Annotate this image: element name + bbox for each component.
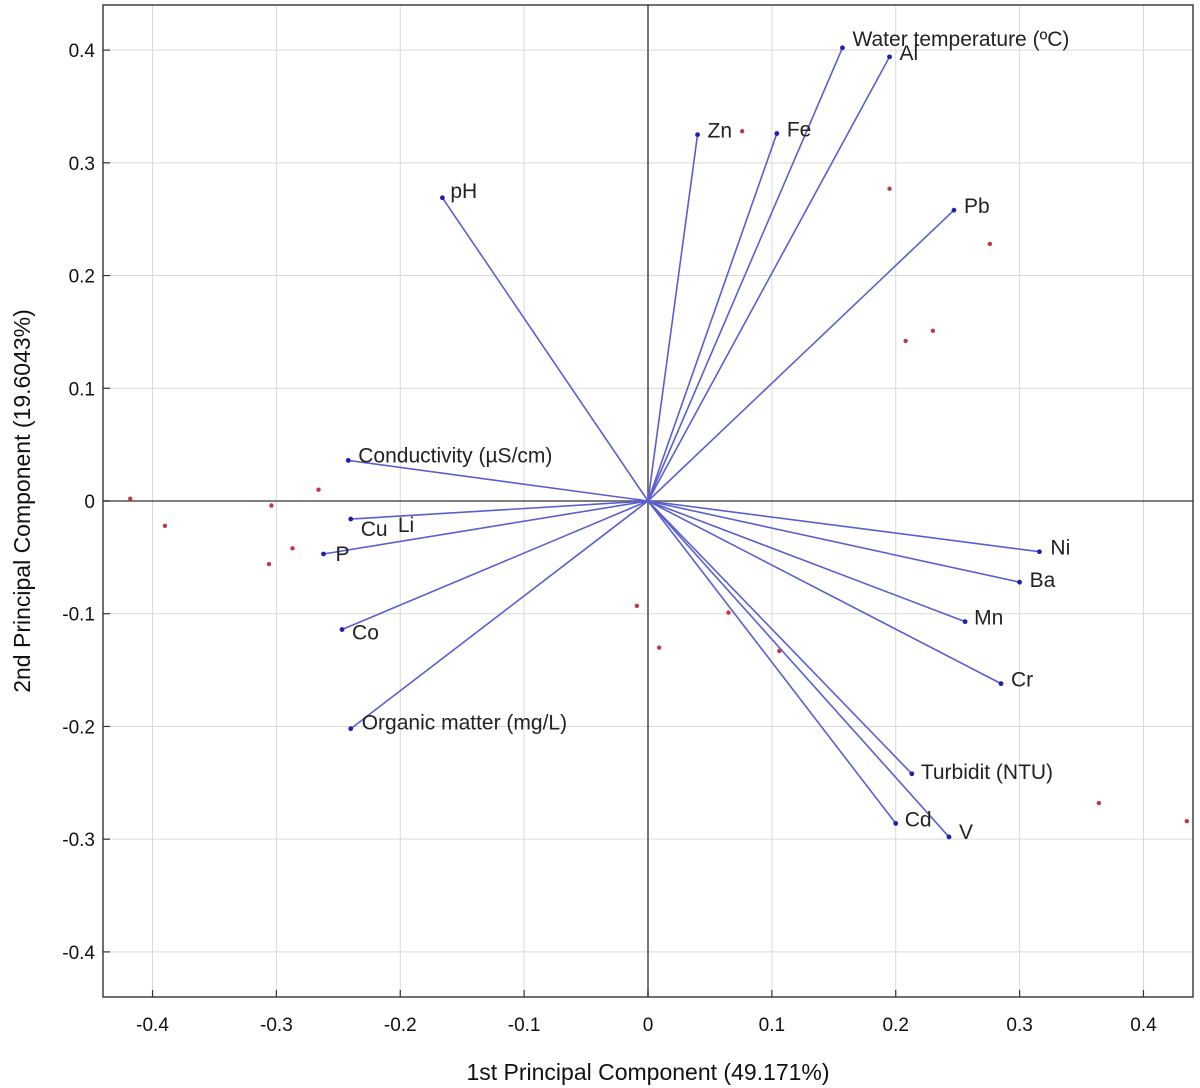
loading-tip-cd xyxy=(893,821,899,826)
loading-label-organic-matter-mg-l: Organic matter (mg/L) xyxy=(362,712,567,735)
loading-label-zn: Zn xyxy=(708,120,733,143)
loading-tip-ni xyxy=(1037,549,1042,555)
y-tick-label: 0.2 xyxy=(69,267,95,288)
loading-label-cr: Cr xyxy=(1011,669,1033,692)
y-tick-label: 0.1 xyxy=(69,379,95,400)
loading-labels: Water temperature (ºC)Al Zn Fe pH Pb Conducti… xyxy=(335,28,1070,844)
loading-vector-conductivity-s-cm xyxy=(348,459,649,502)
y-tick-label: -0.4 xyxy=(62,943,95,964)
loading-tip-zn xyxy=(695,132,700,138)
loading-tip-cr xyxy=(998,681,1004,687)
loading-vector-water-temperature-c xyxy=(647,47,844,502)
loading-tip-ph xyxy=(439,195,445,201)
loading-label-conductivity-s-cm: Conductivity (µS/cm) xyxy=(358,444,552,467)
loading-tip-ba xyxy=(1017,579,1022,585)
loading-vector-ni xyxy=(647,500,1040,553)
loading-label-fe: Fe xyxy=(787,119,812,142)
score-point xyxy=(739,129,745,134)
loading-vector-ph xyxy=(441,197,649,502)
loading-tip-v xyxy=(946,834,952,840)
x-tick-label: 0.1 xyxy=(759,1015,785,1036)
loading-vectors xyxy=(321,45,1042,840)
loading-tip-conductivity-s-cm xyxy=(345,458,351,463)
loading-label-ba: Ba xyxy=(1030,569,1056,592)
loading-vector-zn xyxy=(647,134,699,502)
score-point xyxy=(316,487,321,492)
loading-label-turbidit-ntu: Turbidit (NTU) xyxy=(921,761,1053,784)
loading-vector-cr xyxy=(647,500,1002,685)
y-axis-title: 2nd Principal Component (19.6043%) xyxy=(9,309,35,693)
loading-label-ni: Ni xyxy=(1050,537,1070,560)
score-point xyxy=(1184,818,1190,824)
score-point xyxy=(656,645,662,650)
score-point xyxy=(128,496,133,501)
x-tick-label: 0.3 xyxy=(1006,1015,1032,1036)
score-point xyxy=(634,603,640,609)
loading-tip-water-temperature-c xyxy=(840,45,845,51)
loading-label-co: Co xyxy=(352,622,379,645)
score-point xyxy=(987,241,993,247)
loading-tip-pb xyxy=(951,207,957,213)
loading-label-v: V xyxy=(959,821,973,844)
y-tick-label: -0.3 xyxy=(62,830,95,851)
loading-tip-cu xyxy=(348,516,354,522)
loading-tip-organic-matter-mg-l xyxy=(348,726,354,732)
loading-label-mn: Mn xyxy=(974,607,1003,630)
loading-tip-mn xyxy=(962,619,968,625)
loading-tip-fe xyxy=(774,131,780,136)
y-tick-label: -0.2 xyxy=(62,717,95,738)
loading-vector-mn xyxy=(647,500,966,623)
score-point xyxy=(162,523,168,528)
score-points xyxy=(128,129,1190,824)
loading-tip-p xyxy=(321,551,326,557)
y-tick-label: 0.3 xyxy=(69,154,95,175)
score-point xyxy=(726,610,731,615)
loading-label-p: P xyxy=(335,543,349,566)
loading-vector-organic-matter-mg-l xyxy=(350,500,649,730)
x-tick-label: 0.2 xyxy=(883,1015,909,1036)
loading-vector-turbidit-ntu xyxy=(647,500,913,775)
loading-vector-al xyxy=(647,56,891,502)
score-point xyxy=(777,648,782,654)
x-tick-label: -0.4 xyxy=(136,1015,169,1036)
loading-vector-co xyxy=(341,500,649,631)
loading-vector-cd xyxy=(647,500,897,824)
y-tick-label: 0.4 xyxy=(69,41,96,62)
y-tick-label: 0 xyxy=(84,492,95,513)
loading-label-water-temperature-c: Water temperature (ºC) xyxy=(852,28,1069,51)
score-point xyxy=(290,546,295,551)
score-point xyxy=(903,338,908,344)
loading-vector-ba xyxy=(647,500,1020,583)
x-tick-label: 0 xyxy=(643,1015,654,1036)
loading-label-li: Li xyxy=(398,514,414,537)
loading-label-cu: Cu xyxy=(361,518,388,541)
score-point xyxy=(887,186,892,191)
loading-label-al: Al xyxy=(900,42,919,65)
score-point xyxy=(930,328,936,333)
x-tick-label: -0.3 xyxy=(260,1015,293,1036)
x-tick-label: -0.1 xyxy=(508,1015,541,1036)
score-point xyxy=(269,503,274,508)
loading-vector-fe xyxy=(647,133,778,502)
score-point xyxy=(266,561,272,567)
x-axis-title: 1st Principal Component (49.171%) xyxy=(466,1059,829,1085)
loading-tip-co xyxy=(339,627,345,632)
loading-vector-v xyxy=(647,500,950,838)
x-tick-label: -0.2 xyxy=(384,1015,417,1036)
loading-vector-p xyxy=(323,500,649,555)
axis-ticks: -0.4 -0.3 -0.2 -0.1 0 0.1 0.2 0.3 0.4 -0.4 -0.3 -0.… xyxy=(62,41,1157,1036)
x-tick-label: 0.4 xyxy=(1130,1015,1157,1036)
y-tick-label: -0.1 xyxy=(62,605,95,626)
score-point xyxy=(1096,800,1102,806)
loading-vector-pb xyxy=(647,209,955,502)
loading-label-cd: Cd xyxy=(905,808,932,831)
loading-label-pb: Pb xyxy=(964,195,990,218)
loading-tip-turbidit-ntu xyxy=(909,771,915,777)
loading-vector-cu xyxy=(350,500,649,520)
loading-label-ph: pH xyxy=(450,180,477,203)
loading-tip-al xyxy=(887,54,892,60)
